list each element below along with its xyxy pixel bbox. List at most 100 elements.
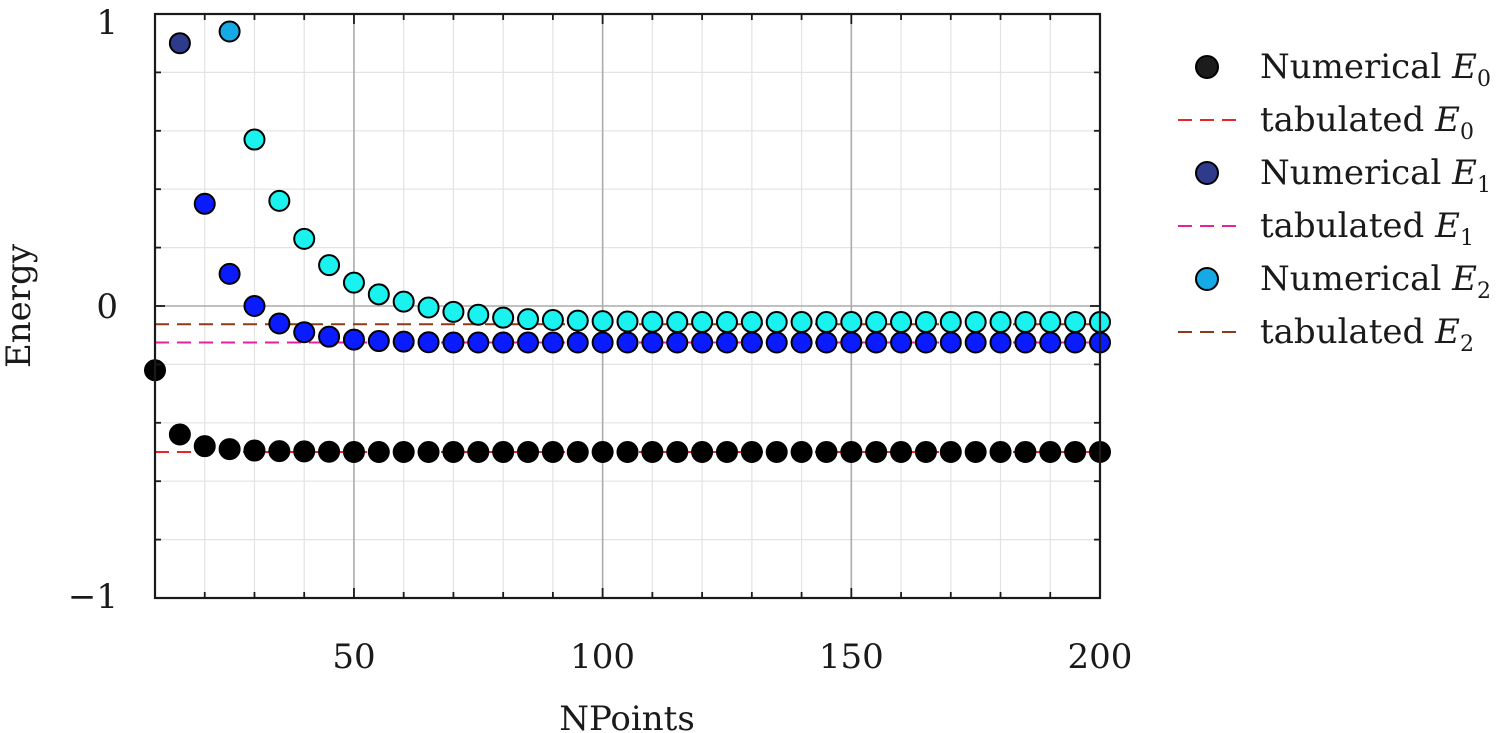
point-e0: [467, 441, 490, 463]
point-e2: [566, 309, 589, 332]
point-e1: [442, 331, 465, 354]
point-e1: [691, 331, 714, 354]
legend-label: tabulated E0: [1260, 100, 1474, 145]
point-e2: [939, 311, 962, 334]
point-e0: [890, 441, 913, 463]
point-e0: [616, 441, 639, 463]
point-e1: [541, 331, 564, 354]
point-e0: [541, 441, 564, 463]
point-e1: [367, 330, 390, 353]
point-e0: [914, 441, 937, 463]
point-e0: [293, 440, 316, 463]
legend-marker-numerical-e0: [1195, 55, 1219, 79]
point-e0: [840, 441, 863, 463]
point-e2: [666, 311, 689, 334]
point-e1: [318, 325, 341, 348]
point-e0: [342, 441, 365, 463]
point-e1: [293, 321, 316, 344]
point-e2: [890, 311, 913, 334]
legend-label: Numerical E1: [1260, 153, 1491, 198]
x-tick-label: 100: [570, 637, 635, 677]
axis-ticks: [155, 14, 1100, 598]
point-e1: [517, 331, 540, 354]
point-e1: [890, 331, 913, 354]
point-e2: [740, 311, 763, 334]
point-e0: [1014, 441, 1037, 463]
point-e1: [964, 331, 987, 354]
point-e1: [417, 331, 440, 354]
point-e1: [865, 331, 888, 354]
point-e1: [641, 331, 664, 354]
legend: Numerical E0 tabulated E0 Numerical E1 tabu…: [1178, 47, 1491, 357]
point-e1: [989, 331, 1012, 354]
point-e2: [765, 311, 788, 334]
point-e0: [691, 441, 714, 463]
point-e0: [268, 440, 291, 463]
point-e2: [342, 271, 365, 294]
point-e2: [790, 311, 813, 334]
point-e0: [517, 441, 540, 463]
point-e0: [1039, 441, 1062, 463]
point-e1: [715, 331, 738, 354]
point-e0: [740, 441, 763, 463]
point-e2: [467, 303, 490, 326]
point-e0: [193, 435, 216, 458]
point-e0: [964, 441, 987, 463]
point-e1: [840, 331, 863, 354]
point-e1: [243, 295, 266, 317]
point-e2: [318, 254, 341, 277]
point-e0: [168, 423, 191, 446]
point-e2: [815, 311, 838, 334]
point-e2: [392, 290, 415, 313]
y-tick-label: −1: [68, 577, 118, 617]
point-e1: [666, 331, 689, 354]
point-e0: [666, 441, 689, 463]
point-e0: [989, 441, 1012, 463]
point-e1: [492, 331, 515, 354]
y-tick-label: 0: [96, 287, 118, 327]
point-e2: [914, 311, 937, 334]
point-e1: [765, 331, 788, 354]
point-e2: [417, 296, 440, 319]
point-e1: [616, 331, 639, 354]
point-e0: [566, 441, 589, 463]
point-e1: [1064, 331, 1087, 354]
point-e0: [715, 441, 738, 463]
point-e1: [467, 331, 490, 354]
point-e2: [641, 310, 664, 333]
point-e2: [1014, 311, 1037, 334]
point-e1: [740, 331, 763, 354]
legend-label: Numerical E2: [1260, 259, 1491, 304]
point-e0: [1064, 441, 1087, 463]
point-e2: [517, 308, 540, 331]
y-axis-title: Energy: [0, 243, 39, 368]
point-e0: [641, 441, 664, 463]
point-e2: [218, 20, 241, 43]
point-e0: [392, 441, 415, 463]
point-e1: [342, 328, 365, 351]
x-tick-label: 150: [819, 637, 884, 677]
point-e0: [815, 441, 838, 463]
point-e0: [218, 438, 241, 461]
data-points: [144, 20, 1111, 463]
grid-major: [155, 14, 1100, 598]
point-e1: [591, 331, 614, 354]
point-e0: [442, 441, 465, 463]
legend-label: tabulated E1: [1260, 206, 1474, 251]
point-e0: [765, 441, 788, 463]
point-e2: [989, 311, 1012, 334]
point-e0: [318, 440, 341, 463]
point-e2: [243, 128, 266, 151]
point-e2: [865, 311, 888, 334]
point-e2: [616, 310, 639, 333]
point-e1: [790, 331, 813, 354]
point-e2: [492, 306, 515, 329]
point-e2: [964, 311, 987, 334]
x-tick-label: 200: [1068, 637, 1133, 677]
point-e1: [1014, 331, 1037, 354]
point-e0: [417, 441, 440, 463]
point-e0: [865, 441, 888, 463]
x-tick-label: 50: [332, 637, 375, 677]
point-e2: [1039, 311, 1062, 334]
